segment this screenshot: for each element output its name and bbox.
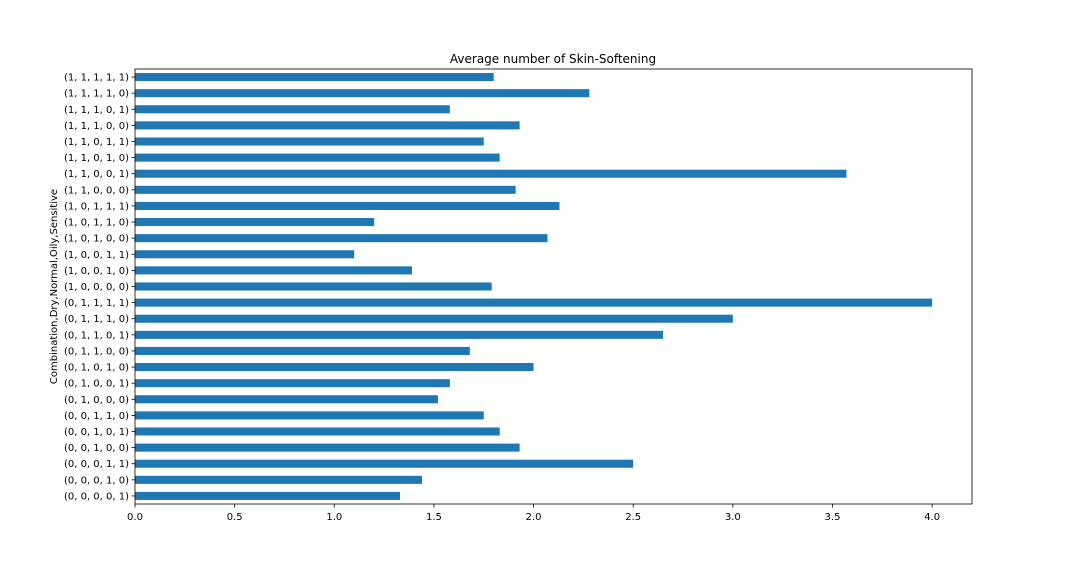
y-tick-label: (1, 1, 1, 1, 1) — [64, 73, 129, 84]
y-tick-label: (1, 0, 0, 0, 0) — [64, 282, 129, 293]
y-tick-label: (0, 1, 1, 0, 1) — [64, 330, 129, 341]
y-tick-label: (0, 1, 1, 1, 1) — [64, 298, 129, 309]
x-tick-label: 2.5 — [625, 512, 641, 523]
y-tick-label: (0, 0, 0, 0, 1) — [64, 491, 129, 502]
bar — [135, 363, 534, 372]
x-tick-label: 0.0 — [127, 512, 143, 523]
bar — [135, 459, 634, 468]
bar — [135, 137, 484, 146]
plot-frame — [134, 68, 973, 505]
bar — [135, 234, 548, 243]
y-tick-label: (1, 1, 1, 1, 0) — [64, 89, 129, 100]
x-tick-label: 3.5 — [825, 512, 841, 523]
x-tick-label: 2.0 — [526, 512, 542, 523]
y-axis-label: Combination,Dry,Normal,Oily,Sensitive — [49, 189, 60, 384]
y-tick-label: (0, 0, 0, 1, 0) — [64, 475, 129, 486]
bar — [135, 89, 590, 98]
y-tick-label: (1, 1, 0, 0, 1) — [64, 169, 129, 180]
y-tick-label: (0, 0, 0, 1, 1) — [64, 459, 129, 470]
bar — [135, 169, 847, 178]
y-tick-label: (1, 0, 1, 0, 0) — [64, 234, 129, 245]
y-tick-label: (0, 1, 0, 0, 1) — [64, 379, 129, 390]
bar — [135, 330, 664, 339]
x-ticks-group: 0.0 0.5 1.0 1.5 2.0 2.5 3.0 3.5 4.0 — [127, 504, 940, 523]
y-tick-label: (1, 0, 0, 1, 1) — [64, 250, 129, 261]
bar — [135, 395, 438, 404]
bar — [135, 282, 492, 291]
bar — [135, 411, 484, 420]
y-tick-label: (0, 0, 1, 0, 1) — [64, 427, 129, 438]
bar — [135, 250, 355, 259]
y-tick-label: (1, 0, 0, 1, 0) — [64, 266, 129, 277]
y-tick-label: (1, 1, 1, 0, 1) — [64, 105, 129, 116]
bar — [135, 298, 933, 307]
x-tick-label: 3.0 — [725, 512, 741, 523]
y-ticks-group: (0, 0, 0, 0, 1) (0, 0, 0, 1, 0) (0, 0, 0, … — [64, 73, 135, 502]
x-tick-label: 1.5 — [426, 512, 442, 523]
x-tick-label: 0.5 — [227, 512, 243, 523]
bar — [135, 379, 450, 388]
y-tick-label: (1, 1, 1, 0, 0) — [64, 121, 129, 132]
y-tick-label: (0, 0, 1, 1, 0) — [64, 411, 129, 422]
x-tick-label: 1.0 — [326, 512, 342, 523]
bar — [135, 105, 450, 114]
bars-group — [135, 73, 933, 500]
bar — [135, 427, 500, 436]
y-tick-label: (1, 0, 1, 1, 1) — [64, 201, 129, 212]
y-tick-label: (0, 1, 1, 0, 0) — [64, 346, 129, 357]
y-tick-label: (0, 1, 0, 0, 0) — [64, 395, 129, 406]
y-tick-label: (0, 1, 1, 1, 0) — [64, 314, 129, 325]
y-tick-label: (0, 0, 1, 0, 0) — [64, 443, 129, 454]
bar — [135, 218, 375, 227]
y-tick-label: (1, 1, 0, 1, 0) — [64, 153, 129, 164]
x-tick-label: 4.0 — [924, 512, 940, 523]
bar — [135, 121, 520, 130]
bar — [135, 153, 500, 162]
y-tick-label: (1, 1, 0, 0, 0) — [64, 185, 129, 196]
chart-title: Average number of Skin-Softening — [450, 52, 656, 66]
bar — [135, 201, 560, 210]
bar — [135, 266, 413, 275]
bar — [135, 346, 470, 355]
bar — [135, 475, 422, 484]
bar — [135, 73, 494, 82]
y-tick-label: (1, 0, 1, 1, 0) — [64, 218, 129, 229]
bar — [135, 314, 733, 323]
bar — [135, 491, 401, 500]
bar — [135, 443, 520, 452]
y-tick-label: (1, 1, 0, 1, 1) — [64, 137, 129, 148]
y-tick-label: (0, 1, 0, 1, 0) — [64, 363, 129, 374]
bar — [135, 185, 516, 194]
